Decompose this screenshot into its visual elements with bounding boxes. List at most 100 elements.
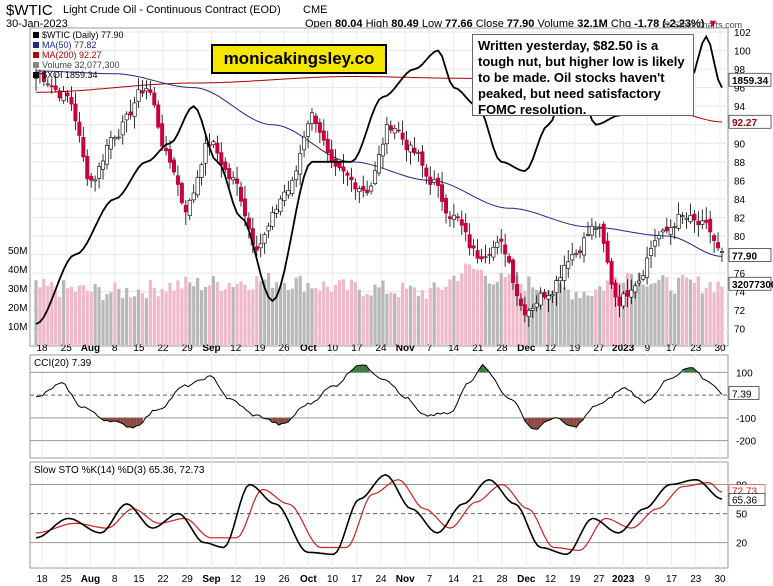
volume-bar (34, 280, 38, 345)
date-tick-label-bottom: 15 (133, 574, 145, 585)
candle-body (286, 190, 291, 196)
candle-body (258, 243, 263, 249)
legend-entry: MA(50) 77.82 (42, 40, 97, 50)
volume-bar (69, 286, 74, 345)
candle-body (629, 289, 634, 298)
volume-bar (633, 283, 637, 345)
cci-oversold-fill (544, 417, 548, 423)
volume-bar (176, 280, 180, 345)
price-tick-label: 72 (734, 306, 746, 317)
date-tick-label-bottom: 23 (690, 574, 702, 585)
xoi-price-label: 1859.34 (732, 76, 769, 87)
candle-body (534, 302, 539, 308)
cci-oversold-fill (123, 417, 127, 428)
volume-bar (365, 293, 369, 345)
candle-body (704, 219, 709, 223)
volume-bar (468, 264, 472, 345)
date-tick-label-bottom: 21 (472, 574, 484, 585)
volume-bar (302, 292, 306, 345)
candle-body (424, 167, 429, 177)
candle-body (688, 215, 693, 223)
volume-bar (117, 288, 121, 345)
date-tick-label-bottom: 27 (593, 574, 605, 585)
candle-body (73, 103, 78, 122)
candle-body (467, 234, 472, 249)
candle-body (45, 83, 50, 86)
date-tick-label: 12 (230, 343, 242, 354)
candle-body (625, 290, 630, 297)
volume-bar (621, 282, 626, 345)
cci-oversold-fill (566, 417, 570, 426)
candle-body (712, 235, 717, 241)
volume-bar (397, 296, 401, 345)
candle-body (546, 295, 551, 300)
candle-body (696, 220, 701, 226)
candle-body (503, 244, 508, 255)
volume-bar (42, 278, 46, 345)
volume-bar (404, 288, 409, 345)
cci-oversold-fill (113, 417, 117, 422)
volume-bar (263, 279, 267, 345)
price-tick-label: 94 (734, 102, 746, 113)
volume-bar (369, 295, 373, 345)
candle-body (53, 85, 58, 90)
volume-bar (503, 277, 507, 345)
cci-oversold-fill (563, 417, 567, 425)
low-value: 77.66 (445, 18, 473, 30)
candle-body (660, 229, 665, 233)
candle-body (361, 186, 366, 191)
close-value: 77.90 (506, 18, 535, 30)
volume-bar (199, 290, 204, 345)
volume-bar (373, 284, 377, 345)
candle-body (219, 152, 224, 166)
high-label: High (365, 18, 389, 30)
date-tick-label-bottom: 17 (351, 574, 363, 585)
candle-body (562, 264, 567, 281)
volume-bar (610, 276, 614, 345)
volume-bar (184, 276, 188, 345)
volume-tick-label: 30M (8, 284, 27, 295)
cci-title: CCI(20) 7.39 (34, 358, 92, 369)
volume-bar (326, 286, 330, 345)
candle-body (61, 91, 66, 101)
volume-bar (507, 274, 511, 345)
volume-bar (645, 286, 649, 345)
volume-bar (515, 275, 519, 345)
candle-body (408, 144, 413, 153)
candle-body (191, 192, 196, 201)
candle-body (514, 283, 519, 297)
cci-oversold-fill (540, 417, 545, 426)
candle-body (664, 226, 669, 232)
candle-body (97, 166, 102, 179)
candle-body (692, 213, 697, 221)
candle-body (412, 147, 417, 154)
candle-body (491, 246, 496, 258)
price-tick-label: 96 (734, 84, 746, 95)
date-tick-label: 2023 (612, 343, 635, 354)
candle-body (93, 179, 98, 182)
cci-tick-label: 100 (736, 368, 753, 379)
candle-body (428, 176, 433, 185)
candle-body (388, 125, 393, 131)
last-volume-label: 32077300 (732, 280, 773, 291)
cci-overbought-fill (689, 367, 693, 373)
volume-bar (385, 293, 389, 345)
cci-oversold-fill (576, 417, 580, 428)
date-tick-label: 17 (351, 343, 363, 354)
header-date: 30-Jan-2023 (6, 18, 68, 30)
volume-bar (483, 275, 488, 345)
date-tick-label-bottom: 12 (230, 574, 242, 585)
volume-bar (641, 284, 645, 345)
date-tick-label-bottom: 12 (545, 574, 557, 585)
date-tick-label: 17 (666, 343, 678, 354)
candle-body (128, 111, 133, 116)
volume-bar (578, 298, 582, 345)
volume-bar (464, 263, 468, 345)
candle-body (282, 191, 287, 201)
price-tick-label: 86 (734, 176, 746, 187)
date-tick-label: 19 (254, 343, 266, 354)
close-label: Close (475, 18, 504, 30)
volume-bar (148, 279, 152, 345)
volume-bar (558, 283, 562, 345)
volume-bar (519, 283, 523, 345)
